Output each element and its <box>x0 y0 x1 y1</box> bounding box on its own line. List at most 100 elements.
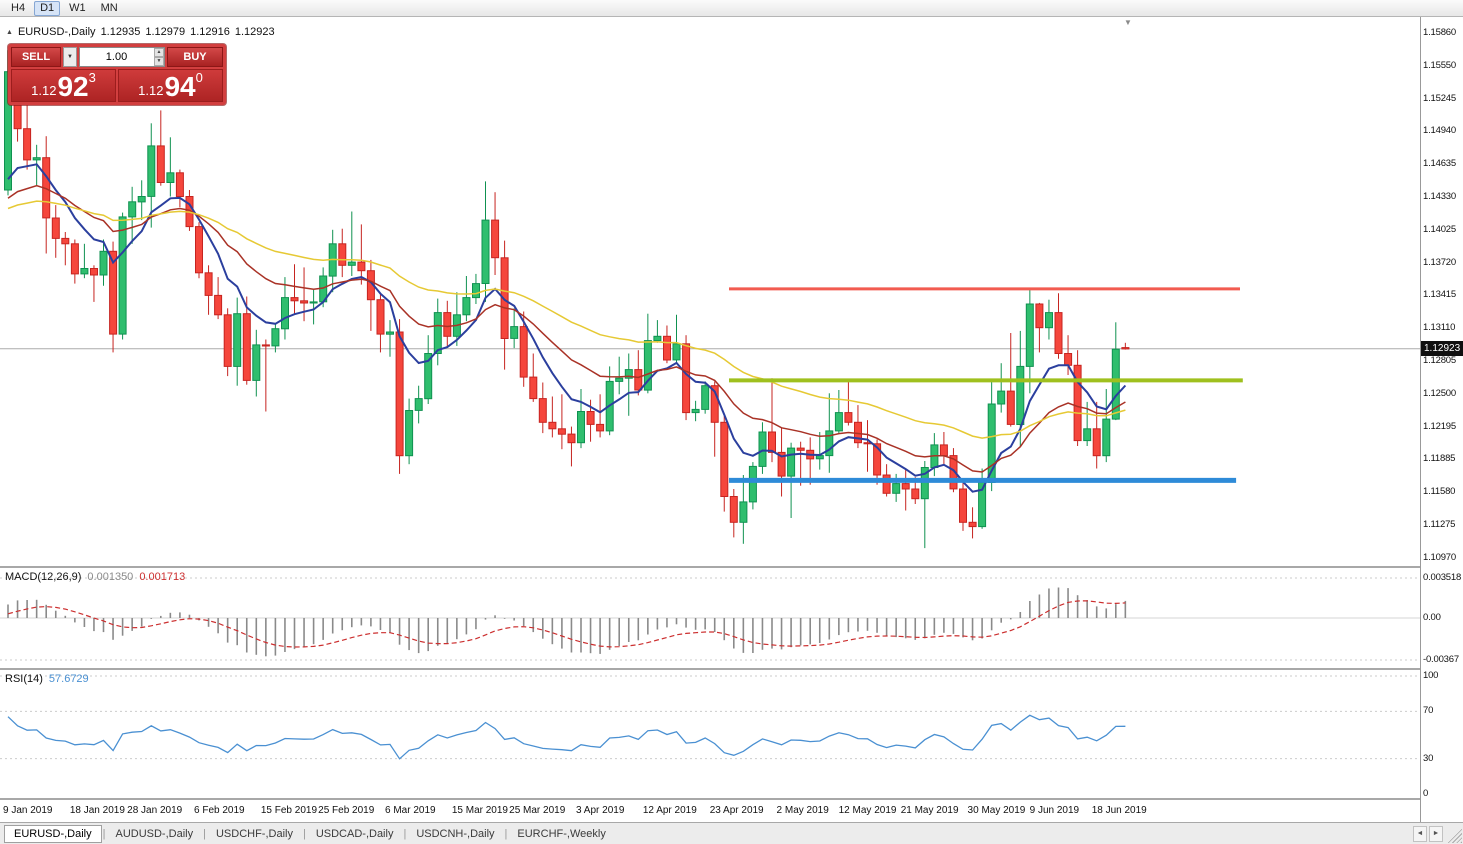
tab-separator: | <box>102 827 106 840</box>
chart-tab[interactable]: USDCAD-,Daily <box>315 827 394 840</box>
macd-label: MACD(12,26,9) 0.001350 0.001713 <box>5 571 185 583</box>
date-label: 12 Apr 2019 <box>642 805 697 816</box>
date-label: 23 Apr 2019 <box>709 805 764 816</box>
chart-tab[interactable]: EURUSD-,Daily <box>4 824 102 843</box>
macd-name: MACD(12,26,9) <box>5 571 82 583</box>
date-label: 25 Feb 2019 <box>318 805 375 816</box>
bid-price-small: 1.12 <box>31 83 57 98</box>
price-scale-label: 1.12500 <box>1423 387 1456 399</box>
pane-separator[interactable] <box>0 668 1463 670</box>
rsi-scale-0: 0 <box>1423 788 1429 799</box>
moving-average-8 <box>7 163 1127 493</box>
price-chart-pane[interactable] <box>0 17 1420 566</box>
chart-header: ▲ EURUSD-,Daily 1.12935 1.12979 1.12916 … <box>6 26 275 38</box>
volume-down-icon[interactable]: ▼ <box>154 57 164 66</box>
trade-controls-row: SELL ▼ ▲ ▼ BUY <box>11 47 223 67</box>
chart-tab[interactable]: USDCHF-,Daily <box>215 827 293 840</box>
volume-field-wrap: ▲ ▼ <box>79 47 165 67</box>
macd-scale-min: -0.00367 <box>1423 654 1459 665</box>
tabs-scroll-right-icon[interactable]: ► <box>1429 825 1443 842</box>
price-scale-label: 1.15860 <box>1423 27 1456 38</box>
rsi-label: RSI(14) 57.6729 <box>5 673 89 685</box>
macd-scale-max: 0.003518 <box>1423 572 1462 583</box>
chart-tab[interactable]: EURCHF-,Weekly <box>517 827 606 840</box>
tab-separator: | <box>403 827 407 840</box>
chart-tab[interactable]: AUDUSD-,Daily <box>115 827 194 840</box>
bid-price-sup: 3 <box>88 70 96 85</box>
macd-pane[interactable] <box>0 568 1420 668</box>
current-price-badge: 1.12923 <box>1421 341 1463 357</box>
buy-button[interactable]: BUY <box>167 47 223 67</box>
volume-input[interactable] <box>79 47 165 67</box>
timeframe-buttons: H4 D1 W1 MN <box>5 0 127 16</box>
rsi-name: RSI(14) <box>5 673 43 685</box>
price-scale-label: 1.14330 <box>1423 191 1456 202</box>
sell-button[interactable]: SELL <box>11 47 61 67</box>
date-label: 3 Apr 2019 <box>576 805 625 816</box>
price-scale-label: 1.14635 <box>1423 158 1456 170</box>
tabs-scroll-arrows: ◄ ► <box>1413 825 1443 842</box>
price-scale-label: 1.15550 <box>1423 59 1456 71</box>
ohlc-low: 1.12916 <box>190 26 230 38</box>
pane-separator[interactable] <box>0 566 1463 568</box>
timeframe-button-h4[interactable]: H4 <box>11 1 26 14</box>
rsi-line <box>7 714 1126 760</box>
date-label: 9 Jun 2019 <box>1029 805 1080 816</box>
rsi-scale-30: 30 <box>1423 753 1434 764</box>
rsi-scale-100: 100 <box>1423 670 1439 681</box>
price-scale-label: 1.13110 <box>1423 322 1456 334</box>
chart-symbol-title: EURUSD-,Daily <box>17 26 96 38</box>
ask-price-big: 94 <box>164 71 196 102</box>
price-scale: 1.12923 0.003518 0.00 -0.00367 100 70 30… <box>1420 17 1463 822</box>
ask-price-small: 1.12 <box>138 83 164 98</box>
price-scale-label: 1.11580 <box>1423 486 1456 498</box>
macd-histogram <box>7 587 1127 657</box>
chart-tabs: EURUSD-,Daily | AUDUSD-,Daily | USDCHF-,Dail… <box>4 824 615 843</box>
symbol-marker-icon: ▲ <box>6 28 13 36</box>
timeframe-button-d1[interactable]: D1 <box>34 0 61 16</box>
price-scale-label: 1.12195 <box>1423 420 1456 432</box>
date-axis: 9 Jan 2019 18 Jan 2019 28 Jan 2019 6 Feb 20… <box>0 800 1420 822</box>
price-scale-label: 1.12805 <box>1423 355 1456 366</box>
ohlc-open: 1.12935 <box>100 26 141 38</box>
ask-price-sup: 0 <box>195 70 203 85</box>
date-label: 9 Jan 2019 <box>3 805 53 816</box>
rsi-value: 57.6729 <box>48 673 89 685</box>
date-label: 21 May 2019 <box>900 805 959 816</box>
date-label: 15 Feb 2019 <box>260 805 318 816</box>
timeframe-button-w1[interactable]: W1 <box>69 1 86 14</box>
macd-signal-value: 0.001713 <box>139 571 186 583</box>
date-label: 2 May 2019 <box>776 805 829 816</box>
price-scale-label: 1.15245 <box>1423 92 1456 104</box>
chart-tab[interactable]: USDCNH-,Daily <box>416 827 495 840</box>
rsi-pane[interactable] <box>0 670 1420 798</box>
ohlc-high: 1.12979 <box>145 26 186 38</box>
ask-price-display: 1.12 94 0 <box>118 69 223 102</box>
date-label: 28 Jan 2019 <box>127 805 183 816</box>
timeframe-toolbar: H4 D1 W1 MN <box>0 0 1463 17</box>
resize-grip[interactable] <box>1447 828 1462 843</box>
chart-tabs-bar: EURUSD-,Daily | AUDUSD-,Daily | USDCHF-,Dail… <box>0 822 1463 844</box>
price-scale-label: 1.13720 <box>1423 256 1456 268</box>
pane-separator[interactable] <box>0 798 1463 800</box>
timeframe-button-mn[interactable]: MN <box>100 1 118 14</box>
price-scale-label: 1.14940 <box>1423 125 1456 137</box>
date-label: 6 Mar 2019 <box>385 805 436 816</box>
volume-dropdown-button[interactable]: ▼ <box>63 47 77 67</box>
tab-separator: | <box>203 827 206 840</box>
bid-price-big: 92 <box>57 71 89 102</box>
tabs-scroll-left-icon[interactable]: ◄ <box>1413 825 1427 842</box>
macd-main-value: 0.001350 <box>87 571 134 583</box>
date-label: 6 Feb 2019 <box>194 805 245 816</box>
price-scale-label: 1.11885 <box>1423 453 1456 465</box>
date-label: 25 Mar 2019 <box>509 805 566 816</box>
one-click-trading-panel[interactable]: SELL ▼ ▲ ▼ BUY 1.12 92 3 1.12 94 0 <box>8 44 226 105</box>
date-label: 30 May 2019 <box>967 805 1026 816</box>
volume-spinner: ▲ ▼ <box>154 48 164 66</box>
tab-separator: | <box>302 827 306 840</box>
chart-shift-marker[interactable]: ▼ <box>1124 18 1132 27</box>
date-label: 15 Mar 2019 <box>451 805 508 816</box>
volume-up-icon[interactable]: ▲ <box>154 48 164 57</box>
price-scale-label: 1.10970 <box>1423 551 1456 563</box>
price-scale-label: 1.13415 <box>1423 289 1456 301</box>
